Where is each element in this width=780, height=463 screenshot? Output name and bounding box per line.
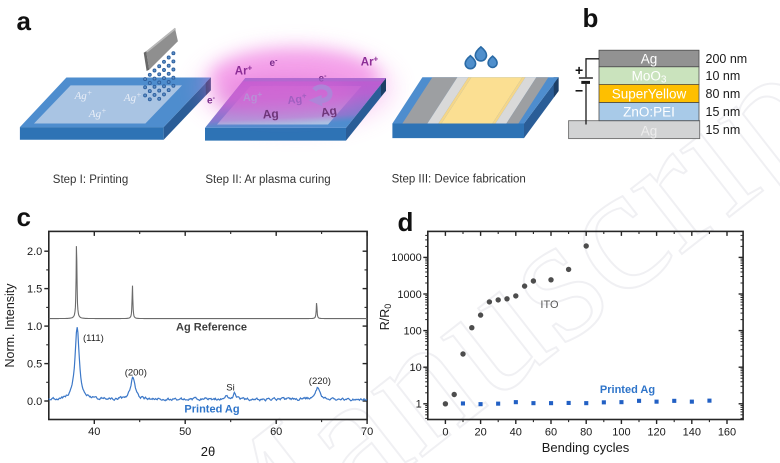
svg-text:0: 0 — [442, 427, 448, 439]
svg-text:SuperYellow: SuperYellow — [612, 86, 687, 101]
svg-text:Printed Ag: Printed Ag — [600, 384, 655, 396]
svg-text:70: 70 — [361, 426, 373, 438]
svg-text:0.5: 0.5 — [27, 358, 42, 370]
svg-text:1.0: 1.0 — [27, 321, 42, 333]
svg-text:Norm. Intensity: Norm. Intensity — [3, 283, 17, 368]
svg-text:15 nm: 15 nm — [706, 123, 741, 137]
svg-text:40: 40 — [88, 426, 100, 438]
svg-text:1: 1 — [416, 399, 422, 411]
svg-text:Step I: Printing: Step I: Printing — [53, 174, 128, 186]
svg-text:Step III: Device fabrication: Step III: Device fabrication — [392, 174, 526, 186]
svg-text:2θ: 2θ — [201, 444, 215, 459]
svg-text:100: 100 — [612, 427, 630, 439]
svg-text:MoO3: MoO3 — [632, 68, 667, 85]
svg-text:Ag+: Ag+ — [287, 91, 308, 107]
svg-text:Step II: Ar plasma curing: Step II: Ar plasma curing — [205, 174, 330, 186]
svg-text:R/R0: R/R0 — [378, 304, 393, 331]
svg-text:ITO: ITO — [540, 299, 559, 311]
svg-text:a: a — [17, 6, 32, 36]
svg-text:40: 40 — [510, 427, 522, 439]
svg-text:+: + — [575, 62, 583, 78]
svg-text:(111): (111) — [83, 333, 104, 344]
svg-text:Ag: Ag — [641, 123, 658, 138]
svg-text:60: 60 — [545, 427, 557, 439]
svg-text:(200): (200) — [125, 368, 147, 379]
svg-text:Printed Ag: Printed Ag — [184, 404, 239, 416]
svg-text:1.5: 1.5 — [27, 283, 42, 295]
svg-text:Ag: Ag — [262, 106, 279, 121]
svg-text:80: 80 — [580, 427, 592, 439]
svg-text:60: 60 — [270, 426, 282, 438]
svg-text:e-: e- — [207, 95, 216, 107]
svg-text:1000: 1000 — [397, 289, 421, 301]
svg-text:10 nm: 10 nm — [706, 69, 741, 83]
svg-text:ZnO:PEI: ZnO:PEI — [623, 105, 675, 120]
svg-text:10: 10 — [410, 362, 422, 374]
svg-text:140: 140 — [683, 427, 701, 439]
svg-text:Ag: Ag — [320, 103, 338, 120]
svg-text:15 nm: 15 nm — [706, 105, 741, 119]
svg-text:Ag Reference: Ag Reference — [176, 322, 247, 334]
svg-text:Si: Si — [226, 383, 234, 394]
svg-text:160: 160 — [718, 427, 736, 439]
svg-text:2.0: 2.0 — [27, 246, 42, 258]
svg-text:(220): (220) — [309, 376, 331, 387]
svg-text:10000: 10000 — [391, 252, 422, 264]
svg-text:200 nm: 200 nm — [706, 52, 748, 66]
svg-text:−: − — [575, 83, 583, 99]
svg-text:0.0: 0.0 — [27, 396, 42, 408]
svg-text:120: 120 — [647, 427, 665, 439]
svg-text:e-: e- — [270, 58, 279, 70]
svg-text:c: c — [17, 202, 31, 232]
svg-text:80 nm: 80 nm — [706, 87, 741, 101]
svg-text:Ag: Ag — [641, 51, 658, 66]
svg-text:20: 20 — [474, 427, 486, 439]
svg-text:d: d — [398, 207, 414, 237]
svg-text:100: 100 — [403, 325, 421, 337]
svg-text:50: 50 — [179, 426, 191, 438]
svg-text:Bending cycles: Bending cycles — [542, 440, 630, 455]
svg-text:b: b — [583, 3, 599, 33]
